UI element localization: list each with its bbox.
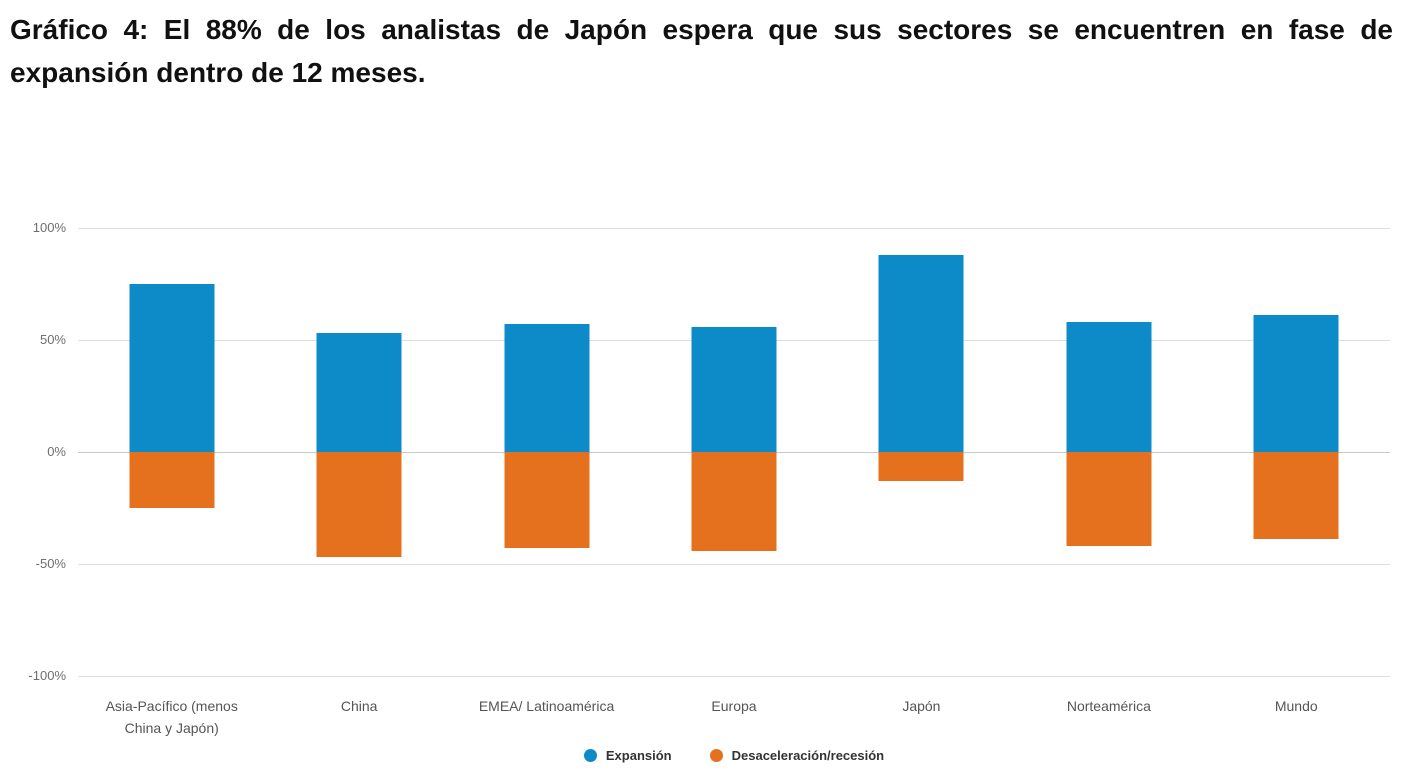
bar-recession <box>1253 452 1339 540</box>
bar-group <box>828 228 1015 676</box>
category-label: Asia-Pacífico (menos China y Japón) <box>105 698 238 737</box>
bar-recession <box>1066 452 1152 547</box>
category-label: Norteamérica <box>1066 698 1151 714</box>
legend-label: Desaceleración/recesión <box>731 748 885 763</box>
page-title: Gráfico 4: El 88% de los analistas de Ja… <box>10 14 1393 89</box>
gridline <box>78 564 1390 565</box>
bar-expansion <box>504 324 590 452</box>
bar-expansion <box>691 326 777 452</box>
bar-recession <box>504 452 590 549</box>
legend-item: Expansión <box>583 748 672 763</box>
gridline <box>78 228 1390 229</box>
category-label: Japón <box>902 698 941 714</box>
category-label: Mundo <box>1274 698 1318 714</box>
bar-chart: 100% 50% 0% -50% -100% Expansión Desaceleraci… <box>0 200 1403 778</box>
bar-expansion <box>1066 322 1152 452</box>
bar-recession <box>316 452 402 558</box>
y-tick-label: 100% <box>32 220 66 235</box>
legend-dot-icon <box>709 749 723 762</box>
legend: Expansión Desaceleración/recesión <box>78 748 1390 763</box>
legend-item: Desaceleración/recesión <box>709 748 885 763</box>
bar-expansion <box>129 284 215 452</box>
y-tick-label: 50% <box>39 332 66 347</box>
bar-group <box>78 228 265 676</box>
category-label: China <box>340 698 378 714</box>
bar-expansion <box>1253 315 1339 452</box>
bar-group <box>1203 228 1390 676</box>
bar-recession <box>878 452 964 482</box>
category-label: Europa <box>711 698 757 714</box>
bar-recession <box>691 452 777 551</box>
bar-recession <box>129 452 215 508</box>
category-label: EMEA/ Latinoamérica <box>478 698 615 714</box>
y-tick-label: -50% <box>35 556 66 571</box>
bar-expansion <box>316 333 402 452</box>
y-tick-label: 0% <box>47 444 66 459</box>
bar-group <box>265 228 452 676</box>
bar-expansion <box>878 254 964 452</box>
bar-group <box>1015 228 1202 676</box>
y-tick-label: -100% <box>28 668 66 683</box>
legend-dot-icon <box>583 749 597 762</box>
y-axis: 100% 50% 0% -50% -100% <box>0 220 66 683</box>
legend-label: Expansión <box>605 748 672 763</box>
bar-group <box>453 228 640 676</box>
bar-group <box>640 228 827 676</box>
plot-area <box>78 228 1390 677</box>
gridline <box>78 676 1390 677</box>
